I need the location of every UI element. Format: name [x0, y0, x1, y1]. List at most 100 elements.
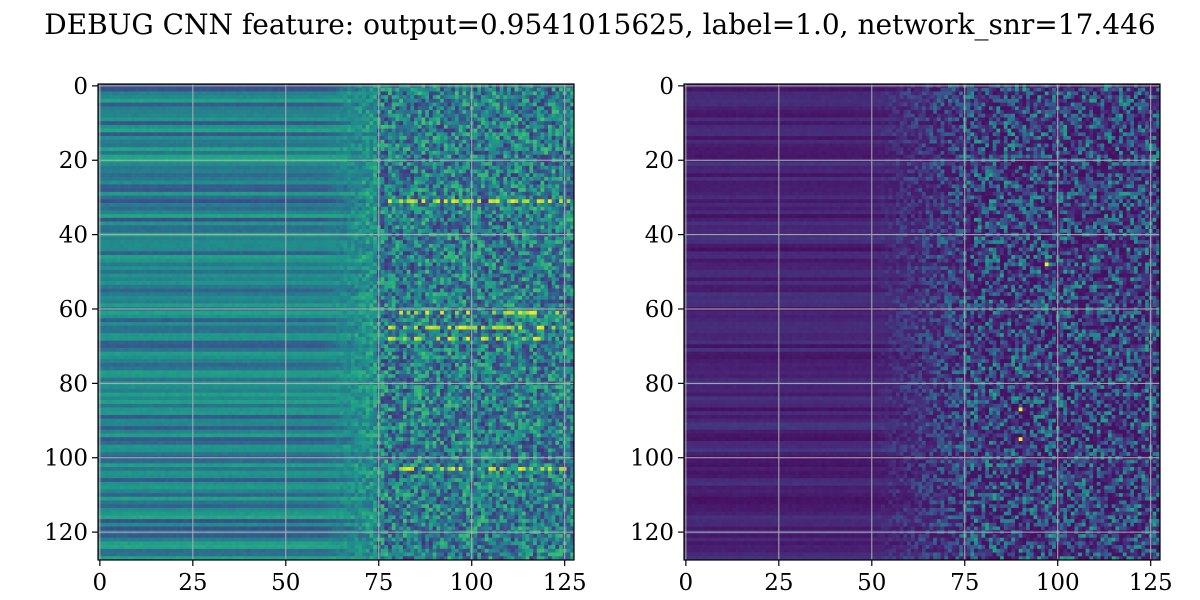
heatmap-cell — [202, 132, 206, 136]
heatmap-cell — [273, 177, 277, 181]
heatmap-cell — [369, 144, 373, 148]
heatmap-cell — [351, 140, 355, 144]
heatmap-cell — [422, 114, 426, 118]
heatmap-cell — [522, 214, 526, 218]
heatmap-cell — [410, 181, 414, 185]
heatmap-cell — [529, 140, 533, 144]
heatmap-cell — [362, 114, 366, 118]
heatmap-cell — [202, 207, 206, 211]
heatmap-cell — [485, 136, 489, 140]
heatmap-cell — [373, 218, 377, 222]
heatmap-cell — [340, 166, 344, 170]
heatmap-cell — [396, 196, 400, 200]
heatmap-cell — [105, 225, 109, 229]
heatmap-cell — [306, 136, 310, 140]
heatmap-cell — [262, 106, 266, 110]
heatmap-cell — [128, 151, 132, 155]
heatmap-cell — [102, 181, 106, 185]
heatmap-cell — [533, 210, 537, 214]
heatmap-cell — [176, 162, 180, 166]
heatmap-cell — [210, 214, 214, 218]
heatmap-cell — [455, 181, 459, 185]
heatmap-cell — [314, 140, 318, 144]
heatmap-cell — [277, 144, 281, 148]
heatmap-cell — [198, 147, 202, 151]
heatmap-cell — [105, 170, 109, 174]
heatmap-cell — [169, 155, 173, 159]
heatmap-cell — [451, 173, 455, 177]
heatmap-cell — [440, 88, 444, 92]
heatmap-cell — [217, 177, 221, 181]
heatmap-cell — [262, 140, 266, 144]
heatmap-cell — [306, 214, 310, 218]
heatmap-cell — [180, 151, 184, 155]
heatmap-cell — [239, 166, 243, 170]
heatmap-cell — [529, 184, 533, 188]
heatmap-cell — [176, 207, 180, 211]
heatmap-cell — [310, 173, 314, 177]
heatmap-cell — [269, 218, 273, 222]
heatmap-cell — [117, 203, 121, 207]
heatmap-cell — [195, 106, 199, 110]
heatmap-cell — [146, 188, 150, 192]
heatmap-cell — [258, 88, 262, 92]
heatmap-cell — [462, 121, 466, 125]
heatmap-cell — [198, 173, 202, 177]
heatmap-cell — [537, 188, 541, 192]
heatmap-cell — [418, 203, 422, 207]
heatmap-cell — [124, 177, 128, 181]
heatmap-cell — [124, 151, 128, 155]
heatmap-cell — [515, 199, 519, 203]
heatmap-cell — [321, 95, 325, 99]
heatmap-cell — [343, 121, 347, 125]
heatmap-cell — [299, 114, 303, 118]
heatmap-cell — [184, 166, 188, 170]
heatmap-cell — [135, 188, 139, 192]
heatmap-cell — [526, 117, 530, 121]
heatmap-cell — [105, 88, 109, 92]
heatmap-cell — [500, 114, 504, 118]
heatmap-cell — [172, 117, 176, 121]
heatmap-cell — [351, 162, 355, 166]
heatmap-cell — [477, 196, 481, 200]
heatmap-cell — [362, 129, 366, 133]
heatmap-cell — [135, 173, 139, 177]
heatmap-cell — [485, 155, 489, 159]
heatmap-cell — [537, 203, 541, 207]
heatmap-cell — [277, 155, 281, 159]
heatmap-cell — [567, 214, 571, 218]
heatmap-cell — [265, 147, 269, 151]
heatmap-cell — [351, 196, 355, 200]
heatmap-cell — [422, 196, 426, 200]
heatmap-cell — [265, 106, 269, 110]
heatmap-cell — [329, 136, 333, 140]
heatmap-cell — [462, 214, 466, 218]
heatmap-cell — [444, 225, 448, 229]
heatmap-cell — [295, 199, 299, 203]
heatmap-cell — [529, 151, 533, 155]
heatmap-cell — [373, 192, 377, 196]
heatmap-cell — [113, 177, 117, 181]
heatmap-cell — [474, 177, 478, 181]
heatmap-cell — [124, 125, 128, 129]
heatmap-cell — [555, 166, 559, 170]
heatmap-cell — [403, 132, 407, 136]
heatmap-cell — [518, 140, 522, 144]
heatmap-cell — [187, 207, 191, 211]
heatmap-cell — [258, 177, 262, 181]
heatmap-cell — [448, 181, 452, 185]
heatmap-cell — [366, 136, 370, 140]
heatmap-cell — [347, 91, 351, 95]
heatmap-cell — [544, 207, 548, 211]
heatmap-cell — [399, 225, 403, 229]
heatmap-cell — [232, 181, 236, 185]
heatmap-cell — [351, 181, 355, 185]
heatmap-cell — [236, 222, 240, 226]
heatmap-cell — [128, 173, 132, 177]
heatmap-cell — [425, 91, 429, 95]
heatmap-cell — [518, 222, 522, 226]
heatmap-cell — [410, 155, 414, 159]
heatmap-cell — [180, 91, 184, 95]
heatmap-cell — [507, 91, 511, 95]
heatmap-cell — [221, 147, 225, 151]
